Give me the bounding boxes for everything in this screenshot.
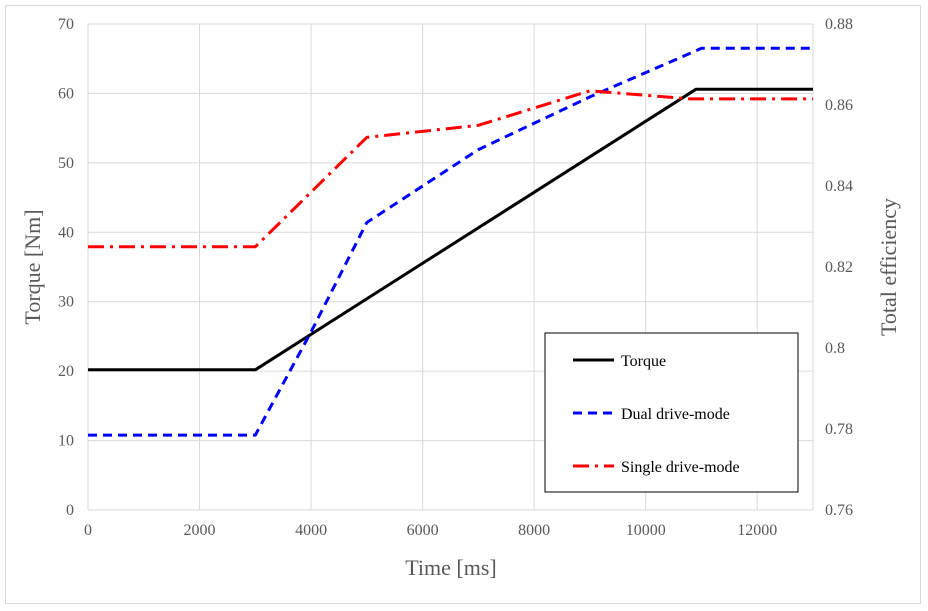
x-tick-label: 2000 [184, 522, 216, 539]
series-line-single-drive-mode [88, 89, 813, 249]
series-lines [88, 46, 813, 437]
legend: Torque Dual drive-mode Single drive-mode [544, 332, 799, 493]
y2-tick-label: 0.86 [825, 97, 853, 114]
legend-label-torque: Torque [621, 353, 666, 370]
series-line-dual-drive-mode [88, 46, 813, 437]
y-tick-labels: 0 10 20 30 40 50 60 70 [58, 16, 74, 519]
y-tick-label: 20 [58, 363, 74, 380]
y2-axis-title: Total efficiency [876, 198, 901, 336]
y2-tick-label: 0.76 [825, 502, 853, 519]
y2-tick-label: 0.88 [825, 16, 853, 33]
x-tick-label: 6000 [407, 522, 439, 539]
y-tick-label: 40 [58, 224, 74, 241]
legend-label-single: Single drive-mode [621, 459, 740, 476]
y-axis-title: Torque [Nm] [20, 209, 45, 324]
y2-tick-labels: 0.76 0.78 0.8 0.82 0.84 0.86 0.88 [825, 16, 853, 519]
x-tick-label: 0 [84, 522, 92, 539]
x-tick-label: 4000 [295, 522, 327, 539]
series-line-torque [88, 87, 813, 372]
chart-frame [5, 5, 921, 604]
x-tick-label: 12000 [737, 522, 777, 539]
y2-tick-label: 0.8 [825, 340, 845, 357]
y2-tick-label: 0.84 [825, 178, 853, 195]
legend-label-dual: Dual drive-mode [621, 406, 730, 423]
y-tick-label: 60 [58, 85, 74, 102]
x-tick-label: 8000 [518, 522, 550, 539]
y-tick-label: 50 [58, 155, 74, 172]
y2-tick-label: 0.82 [825, 259, 853, 276]
x-tick-labels: 0 2000 4000 6000 8000 10000 12000 [84, 522, 777, 539]
x-tick-label: 10000 [626, 522, 666, 539]
y-tick-label: 70 [58, 16, 74, 33]
y2-tick-label: 0.78 [825, 421, 853, 438]
y-tick-label: 30 [58, 294, 74, 311]
y-tick-label: 0 [66, 502, 74, 519]
y-tick-label: 10 [58, 433, 74, 450]
x-axis-title: Time [ms] [405, 555, 496, 580]
